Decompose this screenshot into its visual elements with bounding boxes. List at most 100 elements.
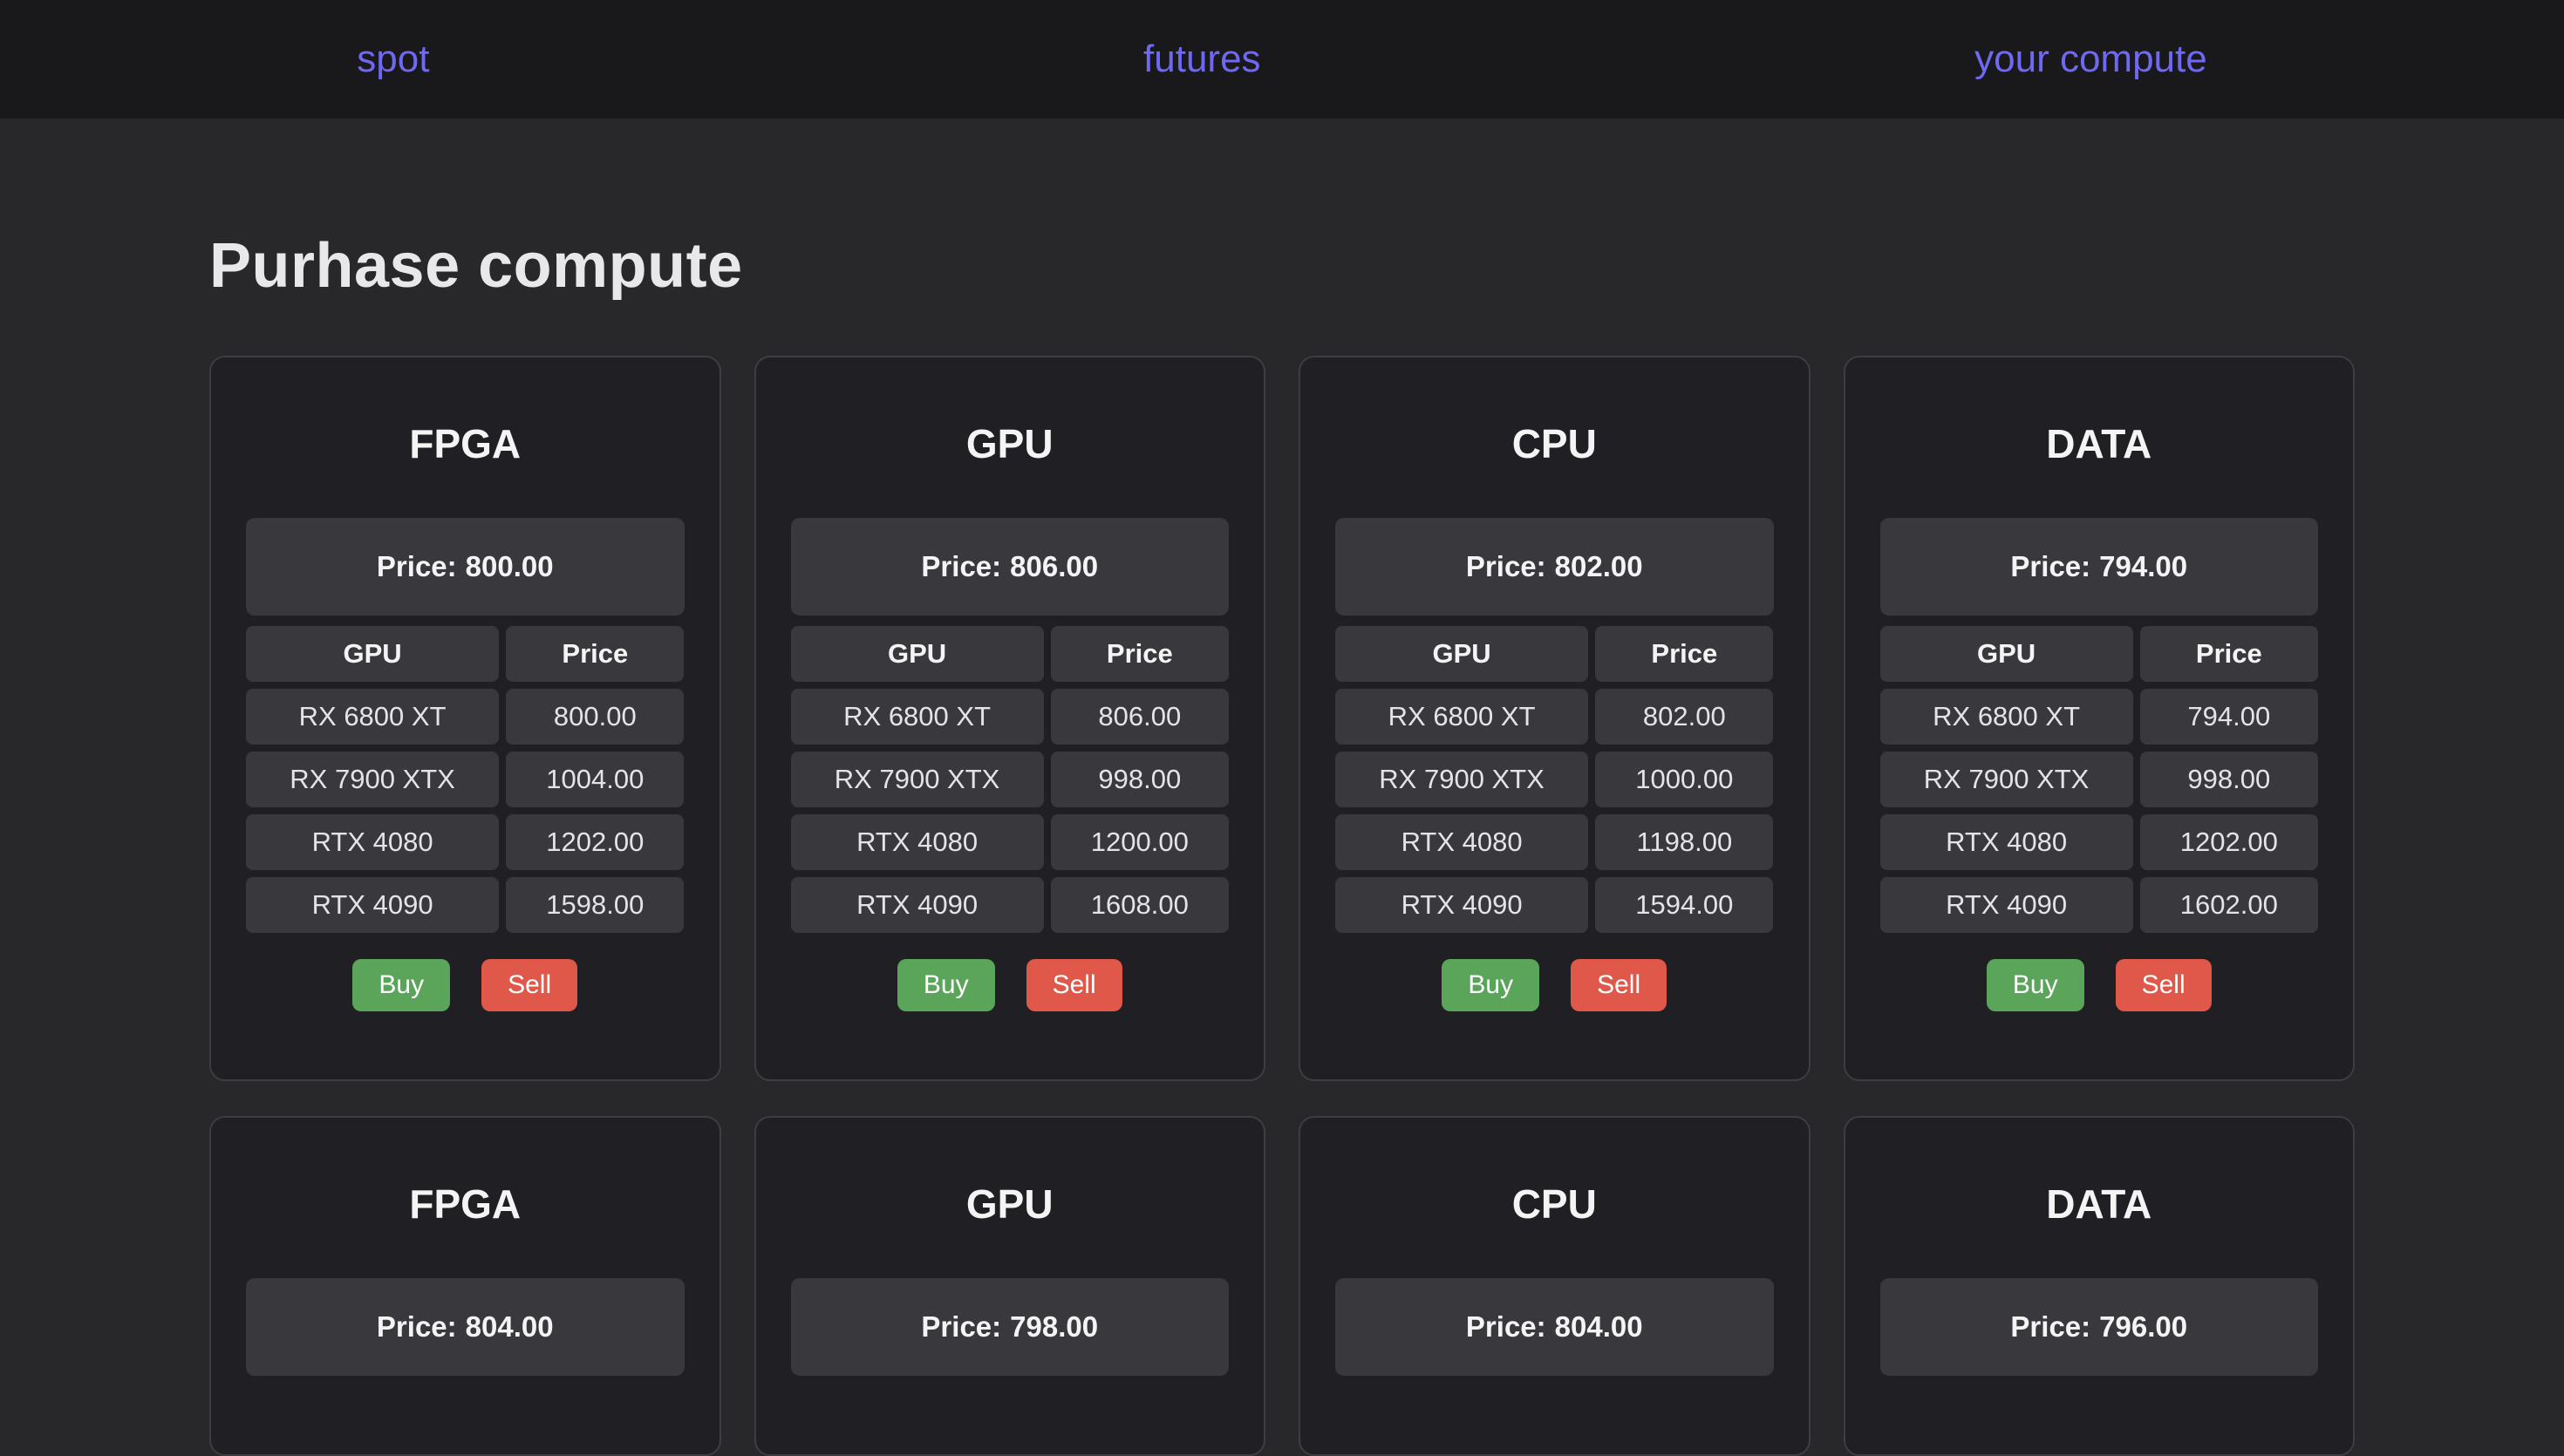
table-cell-gpu: RTX 4080: [1879, 814, 2133, 870]
table-header-price: Price: [506, 626, 685, 682]
table-header-gpu: GPU: [1335, 626, 1589, 682]
table-cell-price: 1198.00: [1595, 814, 1774, 870]
table-cell-price: 1602.00: [2139, 877, 2318, 933]
price-prefix: Price:: [2010, 1310, 2091, 1343]
price-prefix: Price:: [1465, 550, 1546, 582]
table-cell-gpu: RX 7900 XTX: [1335, 752, 1589, 807]
table-header-gpu: GPU: [246, 626, 500, 682]
price-table: GPU Price RX 6800 XT 802.00 RX 7900 XTX 1000.…: [1335, 626, 1774, 933]
table-cell-price: 1598.00: [506, 877, 685, 933]
table-cell-gpu: RX 6800 XT: [246, 689, 500, 745]
table-cell-gpu: RX 6800 XT: [1879, 689, 2133, 745]
price-value: 802.00: [1554, 550, 1643, 582]
sell-button[interactable]: Sell: [481, 959, 578, 1011]
spot-price: Price: 804.00: [1335, 1278, 1774, 1376]
card-title: CPU: [1511, 421, 1597, 466]
card-title: FPGA: [409, 421, 522, 466]
table-cell-price: 794.00: [2139, 689, 2318, 745]
price-value: 804.00: [465, 1310, 554, 1343]
spot-price: Price: 802.00: [1335, 518, 1774, 616]
price-prefix: Price:: [921, 550, 1002, 582]
card-cpu: CPU Price: 804.00: [1299, 1116, 1810, 1456]
card-data: DATA Price: 796.00: [1843, 1116, 2355, 1456]
table-cell-gpu: RTX 4090: [790, 877, 1044, 933]
table-header-price: Price: [1595, 626, 1774, 682]
nav-link-spot[interactable]: spot: [357, 37, 430, 80]
spot-price: Price: 796.00: [1879, 1278, 2318, 1376]
table-cell-gpu: RTX 4080: [790, 814, 1044, 870]
price-value: 804.00: [1554, 1310, 1643, 1343]
price-table: GPU Price RX 6800 XT 794.00 RX 7900 XTX 998.0…: [1879, 626, 2319, 933]
table-header-gpu: GPU: [1879, 626, 2133, 682]
card-title: GPU: [965, 421, 1054, 466]
spot-price: Price: 794.00: [1879, 518, 2318, 616]
top-nav: spot futures your compute: [0, 0, 2564, 119]
buy-button[interactable]: Buy: [1986, 959, 2084, 1011]
sell-button[interactable]: Sell: [2115, 959, 2212, 1011]
sell-button[interactable]: Sell: [1571, 959, 1667, 1011]
price-table: GPU Price RX 6800 XT 800.00 RX 7900 XTX 1004.…: [246, 626, 685, 933]
table-cell-gpu: RX 7900 XTX: [1879, 752, 2133, 807]
table-cell-price: 802.00: [1595, 689, 1774, 745]
price-value: 796.00: [2099, 1310, 2188, 1343]
price-prefix: Price:: [2010, 550, 2091, 582]
cards-row-2: FPGA Price: 804.00 GPU Price: 798.00 CPU Price:…: [209, 1116, 2355, 1456]
price-prefix: Price:: [376, 1310, 457, 1343]
nav-link-futures[interactable]: futures: [1143, 37, 1261, 80]
table-cell-gpu: RX 6800 XT: [1335, 689, 1589, 745]
nav-link-your-compute[interactable]: your compute: [1974, 37, 2207, 80]
table-header-price: Price: [2139, 626, 2318, 682]
table-cell-gpu: RTX 4080: [1335, 814, 1589, 870]
card-actions: Buy Sell: [791, 959, 1230, 1011]
table-header-gpu: GPU: [790, 626, 1044, 682]
buy-button[interactable]: Buy: [1442, 959, 1540, 1011]
card-fpga: FPGA Price: 804.00: [209, 1116, 721, 1456]
card-actions: Buy Sell: [246, 959, 685, 1011]
price-prefix: Price:: [376, 550, 457, 582]
table-cell-gpu: RX 7900 XTX: [790, 752, 1044, 807]
table-cell-price: 1202.00: [506, 814, 685, 870]
card-title: CPU: [1511, 1181, 1597, 1227]
table-cell-gpu: RTX 4080: [246, 814, 500, 870]
card-title: DATA: [2046, 1181, 2152, 1227]
table-cell-price: 806.00: [1050, 689, 1229, 745]
table-cell-price: 1000.00: [1595, 752, 1774, 807]
price-prefix: Price:: [921, 1310, 1002, 1343]
table-cell-gpu: RTX 4090: [1335, 877, 1589, 933]
card-gpu: GPU Price: 798.00: [754, 1116, 1265, 1456]
table-cell-gpu: RX 6800 XT: [790, 689, 1044, 745]
card-actions: Buy Sell: [1880, 959, 2319, 1011]
table-cell-gpu: RTX 4090: [1879, 877, 2133, 933]
spot-price: Price: 806.00: [790, 518, 1229, 616]
price-value: 794.00: [2099, 550, 2188, 582]
card-title: FPGA: [409, 1181, 522, 1227]
main-content: Purhase compute FPGA Price: 800.00 GPU Price…: [0, 230, 2564, 1456]
table-cell-price: 1200.00: [1050, 814, 1229, 870]
table-cell-price: 998.00: [1050, 752, 1229, 807]
table-cell-gpu: RTX 4090: [246, 877, 500, 933]
sell-button[interactable]: Sell: [1026, 959, 1122, 1011]
page-title: Purhase compute: [209, 231, 743, 301]
table-cell-price: 800.00: [506, 689, 685, 745]
spot-price: Price: 800.00: [246, 518, 685, 616]
card-title: DATA: [2046, 421, 2152, 466]
card-cpu: CPU Price: 802.00 GPU Price RX 6800 XT 802.00 R…: [1299, 356, 1810, 1081]
card-gpu: GPU Price: 806.00 GPU Price RX 6800 XT 806.00 R…: [754, 356, 1265, 1081]
price-table: GPU Price RX 6800 XT 806.00 RX 7900 XTX 998.0…: [790, 626, 1230, 933]
table-cell-price: 1594.00: [1595, 877, 1774, 933]
price-value: 798.00: [1010, 1310, 1099, 1343]
price-value: 800.00: [465, 550, 554, 582]
price-prefix: Price:: [1465, 1310, 1546, 1343]
buy-button[interactable]: Buy: [352, 959, 451, 1011]
table-cell-price: 1004.00: [506, 752, 685, 807]
cards-row-1: FPGA Price: 800.00 GPU Price RX 6800 XT 800.00…: [209, 356, 2355, 1081]
table-header-price: Price: [1050, 626, 1229, 682]
table-cell-price: 998.00: [2139, 752, 2318, 807]
table-cell-gpu: RX 7900 XTX: [246, 752, 500, 807]
buy-button[interactable]: Buy: [897, 959, 995, 1011]
price-value: 806.00: [1010, 550, 1099, 582]
card-actions: Buy Sell: [1335, 959, 1774, 1011]
spot-price: Price: 804.00: [246, 1278, 685, 1376]
card-data: DATA Price: 794.00 GPU Price RX 6800 XT 794.00…: [1843, 356, 2355, 1081]
card-title: GPU: [965, 1181, 1054, 1227]
